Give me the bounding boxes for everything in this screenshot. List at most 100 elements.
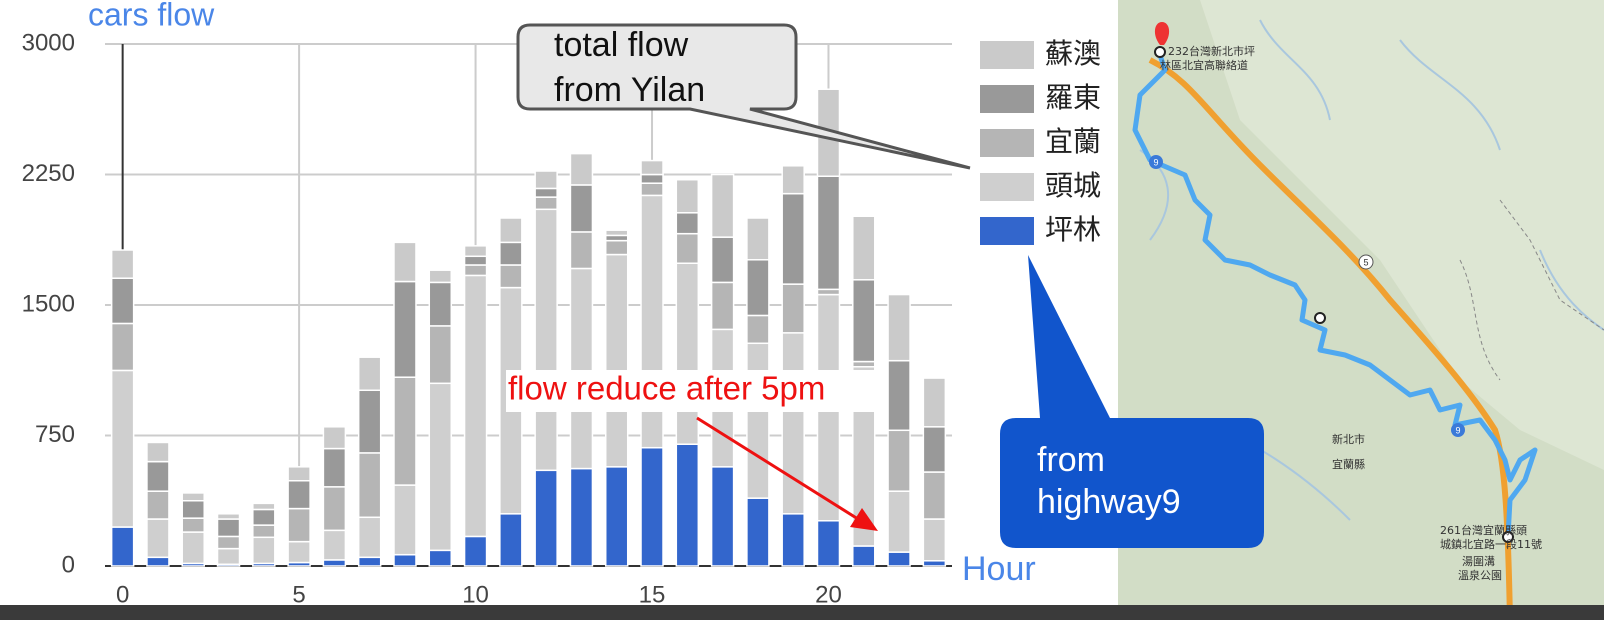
x-tick-label: 20 (815, 581, 842, 608)
bar-segment (393, 376, 417, 486)
shield (1358, 254, 1374, 270)
bar-segment (322, 559, 347, 567)
bar-segment (428, 325, 453, 385)
legend-swatch (980, 173, 1034, 201)
bottom-strip (0, 605, 1604, 620)
bar-segment (357, 389, 382, 454)
bar-segment (287, 540, 311, 564)
bar-segment (110, 322, 135, 372)
bar-segment (146, 556, 170, 567)
callout-text: from (1037, 441, 1105, 479)
bar-segment (322, 486, 347, 532)
legend-swatch (980, 41, 1034, 69)
bar-segment (181, 531, 205, 565)
bar-segment (252, 508, 276, 526)
bar-segment (569, 467, 594, 567)
bar-segment (393, 280, 417, 378)
bar-segment (463, 535, 488, 567)
map-label: 宜蘭縣 (1332, 457, 1365, 471)
map-label: 232台灣新北市坪 (1168, 44, 1255, 58)
bar-segment (463, 245, 488, 258)
legend-label: 蘇澳 (1045, 37, 1101, 70)
bar-segment (252, 502, 276, 511)
bar-segment (287, 479, 311, 510)
bar-segment (287, 507, 311, 543)
x-tick-label: 5 (292, 581, 305, 608)
bar-segment (181, 500, 205, 519)
bar-segment (569, 231, 594, 270)
bar-segment (781, 332, 805, 515)
annotation-bg (506, 370, 888, 412)
bar-segment (675, 212, 700, 235)
bar-segment (110, 277, 135, 325)
bar-segment (393, 553, 417, 567)
map-label: 湯圍溝 (1462, 555, 1495, 568)
bar-segment (816, 288, 841, 296)
bar-segment (181, 517, 205, 533)
bar-segment (146, 518, 170, 559)
annotation-arrow (696, 416, 859, 521)
bar-segment (322, 426, 347, 450)
bar-segment (569, 184, 594, 233)
bar-segment (746, 497, 770, 567)
legend-swatch (980, 85, 1034, 113)
callout-text: from Yilan (554, 71, 705, 109)
y-tick-label: 750 (35, 421, 75, 448)
boundary (1459, 199, 1604, 381)
legend-label: 坪林 (1045, 213, 1101, 246)
bar-segment (710, 173, 735, 238)
bar-segment (181, 492, 205, 502)
y-axis-title: cars flow (88, 0, 215, 32)
bar-segment (746, 314, 770, 345)
x-tick-label: 10 (462, 581, 489, 608)
bar-segment (357, 452, 382, 519)
bar-segment (922, 377, 947, 428)
annotation-text: flow reduce after 5pm (508, 370, 825, 407)
bar-segment (499, 217, 523, 244)
bar-segment (357, 356, 382, 392)
annotation-reduce: flow reduce after 5pm (506, 370, 888, 531)
bar-segment (110, 526, 135, 567)
bar-segment (710, 466, 735, 567)
y-tick-label: 0 (62, 551, 75, 578)
route-start (1154, 46, 1166, 58)
bar-segment (216, 518, 241, 538)
callout-text: highway9 (1037, 483, 1181, 521)
bar-segment (534, 196, 558, 211)
highway-5 (1148, 57, 1513, 620)
route-end (1502, 531, 1514, 543)
bar-segment (922, 426, 947, 473)
bar-segment (428, 382, 453, 552)
bar-segment (710, 281, 735, 331)
bar-segment (252, 524, 276, 539)
bar-segment (887, 490, 911, 553)
callout-total-flow: total flow from Yilan (516, 23, 971, 170)
x-tick-label: 0 (116, 581, 129, 608)
bar-segment (922, 560, 947, 567)
shield-label: 5 (1363, 257, 1368, 267)
bar-segment (252, 536, 276, 565)
bar-segment (604, 239, 629, 256)
bar-segment (499, 241, 523, 266)
bar-segment (640, 446, 664, 567)
bar-segment (534, 170, 558, 190)
bar-segment (146, 490, 170, 520)
x-axis-title: Hour (962, 550, 1036, 588)
bar-segment (781, 165, 805, 195)
shield (1451, 423, 1465, 437)
bar-segment (781, 513, 805, 567)
bar-segment (852, 545, 876, 567)
bar-segment (640, 159, 664, 176)
arrow-head (850, 508, 878, 531)
bar-segment (887, 293, 911, 362)
map-label: 林區北宜高聯絡道 (1160, 58, 1248, 72)
bar-segment (604, 234, 629, 242)
shield (1149, 155, 1163, 169)
waypoint (1314, 312, 1326, 324)
bar-segment (428, 549, 453, 567)
legend-swatch (980, 217, 1034, 245)
bar-segment (675, 232, 700, 264)
bar-segment (746, 259, 770, 317)
